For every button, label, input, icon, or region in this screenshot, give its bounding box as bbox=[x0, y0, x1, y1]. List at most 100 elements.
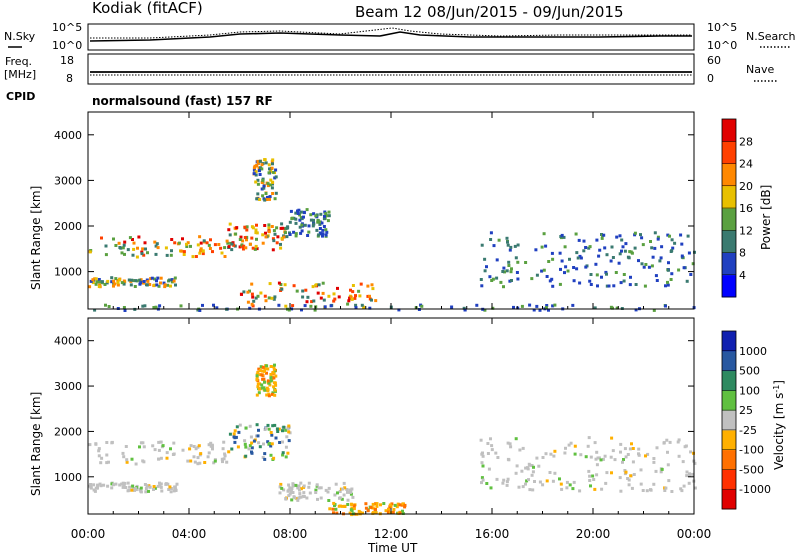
scatter-cell bbox=[348, 296, 352, 300]
scatter-cell bbox=[273, 232, 277, 236]
scatter-cell bbox=[252, 168, 256, 172]
scatter-cell bbox=[328, 507, 332, 511]
scatter-cell bbox=[641, 243, 645, 247]
scatter-cell bbox=[517, 485, 521, 489]
scatter-cell bbox=[315, 483, 319, 487]
scatter-cell bbox=[507, 260, 511, 264]
scatter-cell bbox=[332, 501, 336, 505]
scatter-cell bbox=[114, 482, 118, 486]
scatter-cell bbox=[264, 192, 268, 195]
scatter-cell bbox=[309, 213, 313, 217]
scatter-cell bbox=[670, 249, 674, 253]
colorbar-tick-label: -25 bbox=[739, 424, 757, 437]
scatter-cell bbox=[285, 235, 289, 239]
scatter-cell bbox=[510, 267, 513, 271]
scatter-cell bbox=[652, 308, 656, 312]
scatter-cell bbox=[295, 289, 299, 293]
scatter-cell bbox=[150, 276, 154, 280]
scatter-cell bbox=[622, 458, 625, 461]
scatter-cell bbox=[118, 246, 122, 249]
scatter-cell bbox=[628, 250, 632, 254]
scatter-cell bbox=[318, 222, 322, 226]
scatter-cell bbox=[535, 456, 539, 460]
scatter-cell bbox=[294, 221, 298, 225]
scatter-cell bbox=[294, 234, 298, 238]
scatter-cell bbox=[306, 295, 310, 299]
scatter-cell bbox=[634, 308, 638, 312]
scatter-cell bbox=[265, 393, 269, 397]
scatter-cell bbox=[134, 279, 138, 283]
scatter-cell bbox=[524, 466, 528, 470]
scatter-cell bbox=[127, 488, 131, 492]
scatter-cell bbox=[107, 460, 110, 464]
scatter-cell bbox=[531, 488, 535, 492]
scatter-cell bbox=[160, 489, 164, 493]
scatter-cell bbox=[294, 232, 298, 236]
scatter-cell bbox=[235, 226, 239, 230]
scatter-cell bbox=[274, 374, 278, 378]
scatter-cell bbox=[588, 479, 592, 482]
scatter-cell bbox=[388, 505, 392, 509]
scatter-cell bbox=[603, 246, 607, 250]
scatter-cell bbox=[233, 244, 237, 248]
scatter-cell bbox=[284, 304, 288, 308]
scatter-cell bbox=[211, 447, 214, 451]
scatter-cell bbox=[228, 432, 232, 436]
scatter-cell bbox=[312, 222, 316, 226]
scatter-cell bbox=[136, 246, 139, 250]
noise-right-tick-bottom: 10^0 bbox=[707, 39, 737, 52]
scatter-cell bbox=[689, 273, 693, 276]
scatter-cell bbox=[159, 276, 163, 280]
scatter-cell bbox=[173, 276, 177, 280]
scatter-cell bbox=[133, 285, 137, 288]
scatter-cell bbox=[269, 453, 273, 457]
scatter-cell bbox=[633, 246, 637, 250]
scatter-cell bbox=[589, 484, 592, 488]
noise-right-tick-top: 10^5 bbox=[707, 21, 737, 34]
scatter-cell bbox=[540, 269, 544, 273]
scatter-cell bbox=[261, 178, 265, 182]
colorbar-frame bbox=[721, 330, 737, 510]
scatter-cell bbox=[208, 247, 212, 250]
colorbar-segment bbox=[722, 489, 736, 510]
scatter-cell bbox=[549, 452, 553, 456]
scatter-cell bbox=[94, 442, 98, 446]
scatter-cell bbox=[155, 242, 159, 246]
scatter-cell bbox=[553, 449, 557, 453]
scatter-cell bbox=[346, 498, 350, 502]
scatter-cell bbox=[164, 246, 168, 250]
nave-tick-bottom: 0 bbox=[707, 72, 714, 85]
scatter-cell bbox=[142, 460, 146, 464]
scatter-cell bbox=[288, 233, 292, 236]
scatter-cell bbox=[129, 283, 133, 287]
x-tick-label: 04:00 bbox=[172, 527, 207, 541]
scatter-cell bbox=[486, 442, 490, 445]
scatter-cell bbox=[242, 244, 246, 248]
scatter-cell bbox=[315, 228, 319, 232]
scatter-cell bbox=[318, 227, 322, 230]
scatter-cell bbox=[286, 451, 290, 455]
scatter-cell bbox=[196, 243, 200, 247]
scatter-cell bbox=[576, 256, 580, 260]
scatter-cell bbox=[664, 284, 667, 288]
scatter-cell bbox=[538, 480, 542, 484]
scatter-cell bbox=[622, 279, 626, 283]
scatter-cell bbox=[256, 434, 260, 438]
scatter-cell bbox=[552, 454, 556, 458]
scatter-cell bbox=[110, 486, 114, 490]
scatter-cell bbox=[246, 290, 250, 294]
scatter-cell bbox=[174, 488, 178, 492]
scatter-cell bbox=[254, 296, 258, 300]
scatter-cell bbox=[527, 478, 530, 482]
scatter-cell bbox=[614, 271, 618, 274]
scatter-cell bbox=[634, 283, 638, 286]
scatter-cell bbox=[244, 445, 248, 449]
scatter-cell bbox=[594, 262, 598, 266]
colorbar-tick-label: 1000 bbox=[739, 345, 767, 358]
scatter-cell bbox=[349, 492, 353, 496]
scatter-cell bbox=[534, 248, 538, 252]
scatter-cell bbox=[530, 277, 534, 281]
scatter-cell bbox=[371, 511, 375, 515]
scatter-cell bbox=[578, 254, 582, 258]
scatter-cell bbox=[93, 308, 97, 312]
